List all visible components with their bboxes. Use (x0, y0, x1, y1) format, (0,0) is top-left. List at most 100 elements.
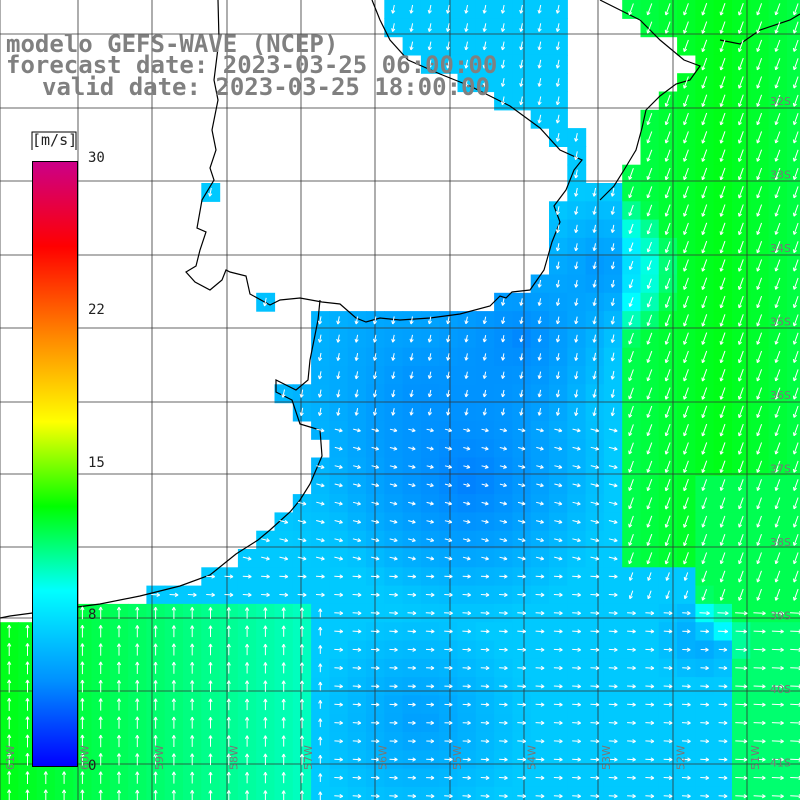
wind-speed-cell (786, 18, 800, 38)
wind-arrow (774, 76, 781, 89)
wind-arrow (683, 39, 689, 52)
wind-arrow (738, 167, 744, 181)
wind-arrow (464, 23, 469, 32)
wind-arrow (756, 3, 763, 16)
wind-arrow (482, 78, 487, 87)
wind-arrow (574, 132, 579, 142)
wind-arrow (664, 186, 671, 199)
wind-arrow (482, 23, 487, 32)
longitude-label: 58W (228, 745, 241, 770)
wind-arrow (683, 112, 689, 126)
longitude-label: 54W (526, 745, 539, 770)
wind-arrow (664, 94, 671, 107)
colorbar-tick-8: 8 (88, 607, 97, 623)
wind-arrow (738, 131, 744, 144)
wind-arrow (719, 94, 726, 107)
wind-speed-cell (786, 786, 800, 800)
wind-arrow (683, 21, 689, 34)
longitude-label: 53W (600, 745, 613, 770)
wind-arrow (756, 58, 763, 71)
wind-arrow (646, 167, 653, 180)
latitude-label: 33S (770, 169, 791, 182)
wind-arrow (464, 41, 469, 51)
wind-arrow (792, 58, 799, 71)
wind-arrow (519, 41, 524, 51)
wind-arrow (537, 114, 542, 124)
wind-speed-cell (786, 366, 800, 385)
wind-arrow (555, 59, 560, 69)
wind-arrow (774, 131, 781, 144)
wind-speed-cell (512, 786, 532, 800)
wind-arrow (701, 57, 708, 71)
wind-arrow (792, 3, 799, 16)
wind-speed-cell (713, 786, 733, 800)
wind-arrow (628, 168, 634, 180)
wind-speed-cell (750, 786, 770, 800)
latitude-label: 41S (770, 757, 791, 770)
wind-arrow (537, 23, 542, 32)
wind-arrow (774, 167, 781, 180)
wind-speed-cell (786, 237, 800, 257)
wind-arrow (409, 4, 414, 14)
wind-arrow (446, 41, 451, 51)
wind-arrow (719, 112, 726, 126)
wind-arrow (683, 186, 689, 199)
wind-arrow (683, 94, 689, 107)
wind-arrow (738, 21, 744, 34)
wind-arrow (701, 3, 708, 16)
wind-arrow (792, 149, 799, 162)
wind-arrow (519, 59, 524, 69)
wind-speed-cell (786, 530, 800, 550)
wind-speed-cell (640, 786, 660, 800)
latitude-label: 35S (770, 316, 791, 329)
wind-speed-cell (366, 786, 385, 800)
wind-arrow (774, 58, 781, 71)
longitude-label: 59W (153, 745, 166, 770)
wind-arrow (610, 187, 615, 197)
valid-date: valid date: 2023-03-25 18:00:00 (42, 73, 490, 101)
wind-arrow (756, 112, 763, 126)
wind-arrow (774, 21, 781, 34)
wind-arrow (500, 41, 506, 51)
wind-arrow (701, 186, 708, 199)
wind-arrow (391, 4, 396, 14)
wind-arrow (519, 23, 524, 32)
wind-arrow (738, 112, 744, 126)
wind-arrow (646, 131, 653, 144)
wind-arrow (555, 96, 560, 106)
longitude-label: 52W (675, 745, 688, 770)
wind-arrow (555, 132, 560, 142)
wind-arrow (409, 41, 414, 51)
wind-arrow (792, 167, 799, 180)
wind-arrow (792, 76, 799, 89)
wind-speed-cell (786, 549, 800, 568)
wind-speed-cell (732, 786, 751, 800)
wind-speed-cell (420, 786, 440, 800)
wind-speed-cell (786, 292, 800, 312)
wind-arrow (719, 149, 726, 162)
wind-arrow (646, 149, 653, 162)
wind-speed-cell (786, 109, 800, 129)
wind-arrow (756, 131, 763, 144)
wind-arrow (719, 57, 726, 71)
wind-arrow (701, 149, 708, 162)
wind-speed-cell (786, 183, 800, 202)
wind-arrow (555, 78, 560, 87)
wind-arrow (774, 94, 781, 107)
wind-arrow (555, 41, 560, 51)
wind-arrow (664, 167, 671, 181)
wind-arrow (646, 186, 653, 199)
wind-arrow (719, 21, 726, 34)
colorbar-tick-15: 15 (88, 455, 105, 471)
wind-arrow (719, 167, 726, 181)
wind-arrow (792, 21, 799, 34)
wind-arrow (500, 78, 506, 87)
longitude-label: 55W (451, 745, 464, 770)
wind-arrow (482, 59, 487, 69)
wind-speed-cell (786, 494, 800, 513)
wind-arrow (738, 57, 744, 71)
wind-arrow (756, 167, 763, 181)
wind-speed-cell (786, 256, 800, 276)
wind-arrow (701, 39, 708, 53)
wind-arrow (792, 39, 799, 52)
